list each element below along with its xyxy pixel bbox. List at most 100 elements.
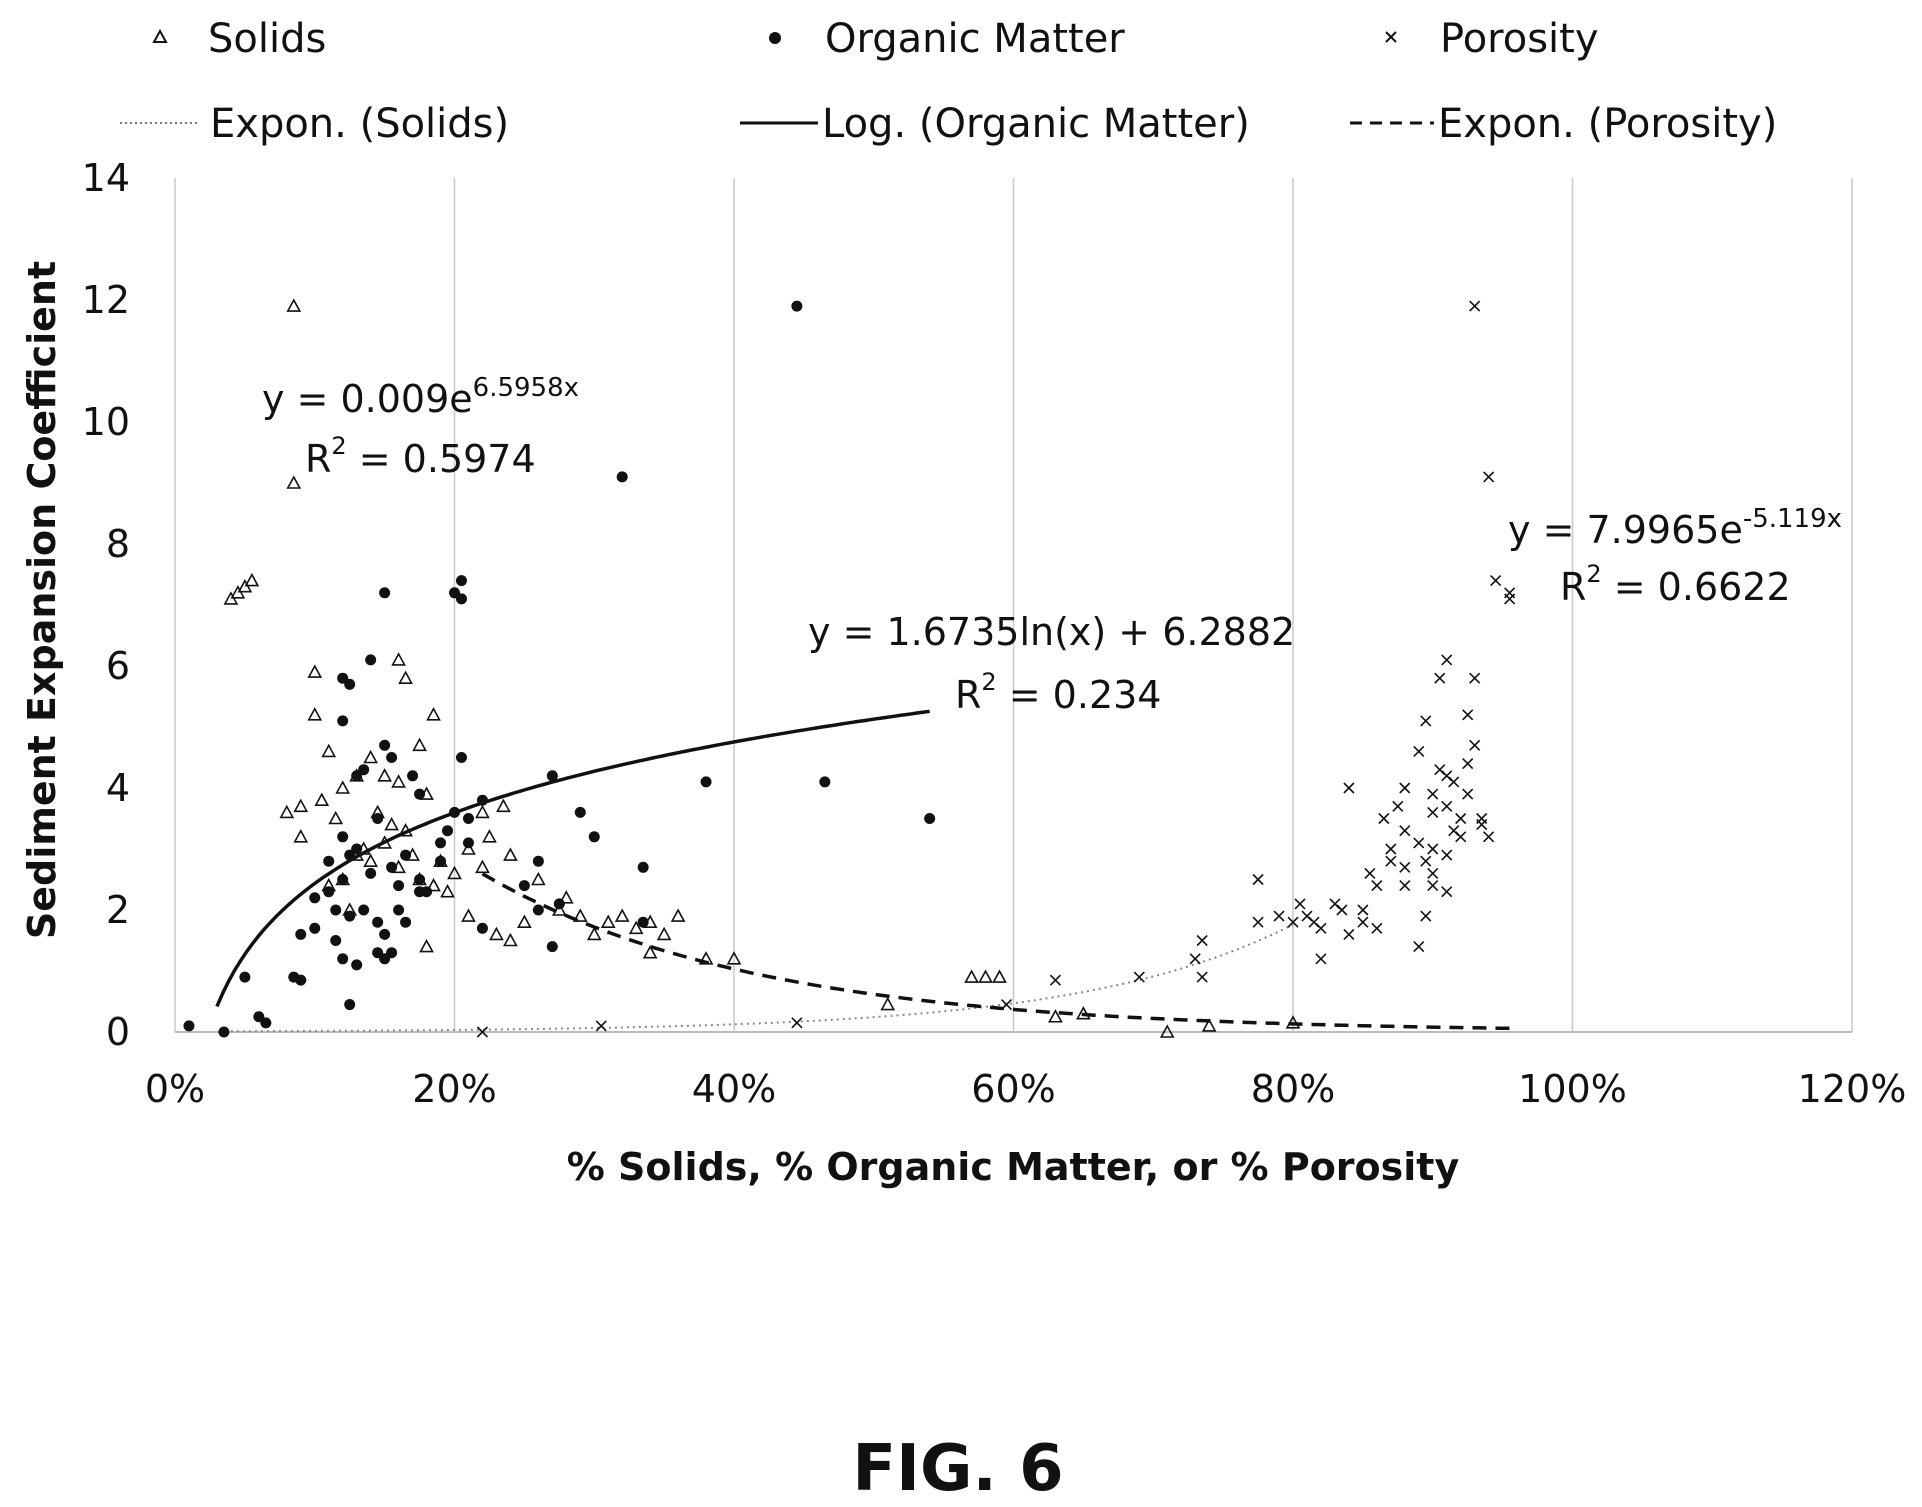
point-1-34 <box>386 861 398 873</box>
point-0-14 <box>377 768 392 782</box>
point-0-23 <box>384 816 399 831</box>
point-2-39 <box>1420 910 1432 922</box>
point-1-53 <box>295 928 307 940</box>
point-0-55 <box>656 926 672 941</box>
point-1-13 <box>546 770 558 782</box>
point-2-20 <box>1378 812 1390 825</box>
legend-label-solids: Solids <box>208 16 326 62</box>
svg-text:R2 = 0.6622: R2 = 0.6622 <box>1560 560 1791 609</box>
point-2-64 <box>1308 916 1320 928</box>
point-0-43 <box>551 902 567 916</box>
point-0-50 <box>600 914 616 928</box>
point-0-34 <box>447 865 462 880</box>
point-0-40 <box>475 859 490 874</box>
point-0-44 <box>572 908 588 922</box>
r2-organic-matter-label: R <box>955 673 981 717</box>
legend-item-log-organic-matter: Log. (Organic Matter) <box>740 101 1250 147</box>
legend-label-log-organic-matter: Log. (Organic Matter) <box>822 101 1250 147</box>
point-1-5 <box>455 593 467 605</box>
legend-item-expon-porosity: Expon. (Porosity) <box>1350 101 1777 147</box>
x-tick-label-0: 0% <box>145 1067 205 1111</box>
point-0-47 <box>489 926 504 941</box>
point-0-41 <box>531 871 546 886</box>
legend-dot-icon <box>769 32 781 44</box>
point-2-65 <box>1385 855 1397 867</box>
r2-organic-matter-superscript: 2 <box>981 668 996 696</box>
point-2-52 <box>1413 941 1425 953</box>
y-tick-label-3: 6 <box>106 644 130 688</box>
point-1-67 <box>218 1026 230 1038</box>
point-1-69 <box>518 880 530 892</box>
grid-lines <box>174 178 1853 1033</box>
point-1-28 <box>637 861 649 873</box>
y-tick-label-1: 2 <box>106 888 130 932</box>
x-tick-label-5: 100% <box>1518 1067 1627 1111</box>
point-1-36 <box>400 849 412 861</box>
point-1-33 <box>365 867 377 879</box>
point-2-9 <box>1462 709 1474 721</box>
point-2-11 <box>1413 745 1425 757</box>
svg-text:R2 = 0.234: R2 = 0.234 <box>955 668 1161 717</box>
point-0-58 <box>726 951 742 965</box>
point-2-21 <box>1427 806 1439 818</box>
point-1-74 <box>386 947 398 959</box>
point-1-51 <box>400 916 412 928</box>
y-tick-label-4: 8 <box>106 522 130 566</box>
point-2-63 <box>476 1026 489 1038</box>
point-0-10 <box>426 707 441 721</box>
point-2-54 <box>1252 873 1264 886</box>
point-0-51 <box>614 908 630 922</box>
point-2-42 <box>1336 904 1348 916</box>
point-1-66 <box>183 1020 195 1032</box>
point-2-68 <box>1476 819 1488 831</box>
point-1-30 <box>337 831 349 843</box>
equation-porosity: y = 7.9965e-5.119x R2 = 0.6622 <box>1508 504 1842 609</box>
point-2-27 <box>1413 837 1425 849</box>
point-2-53 <box>1315 953 1327 965</box>
point-2-57 <box>1196 971 1208 983</box>
point-1-26 <box>574 806 586 818</box>
point-1-9 <box>337 715 349 727</box>
equation-porosity-text: y = 7.9965e <box>1508 508 1743 552</box>
point-0-12 <box>412 737 427 752</box>
legend-label-porosity: Porosity <box>1440 16 1599 62</box>
point-1-1 <box>616 471 628 483</box>
point-0-13 <box>363 749 378 764</box>
point-0-59 <box>880 996 896 1011</box>
point-0-60 <box>964 969 979 983</box>
point-2-55 <box>1196 934 1208 947</box>
y-axis-title: Sediment Expansion Coefficient <box>20 261 64 939</box>
point-1-43 <box>323 886 335 898</box>
legend-item-organic-matter: Organic Matter <box>769 16 1125 62</box>
point-0-24 <box>398 823 413 837</box>
equation-solids-text: y = 0.009e <box>262 377 473 421</box>
x-tick-label-3: 60% <box>971 1067 1055 1111</box>
point-2-7 <box>1469 672 1481 684</box>
legend-item-porosity: Porosity <box>1385 16 1599 62</box>
point-2-10 <box>1469 739 1481 751</box>
point-1-52 <box>414 886 426 898</box>
point-1-39 <box>435 855 447 867</box>
point-1-11 <box>386 752 398 763</box>
x-tick-labels: 0% 20% 40% 60% 80% 100% 120% <box>145 1067 1906 1111</box>
r2-organic-matter-value: = 0.234 <box>997 673 1162 717</box>
point-2-8 <box>1420 715 1432 727</box>
point-2-1 <box>1483 471 1495 483</box>
point-1-63 <box>344 999 356 1011</box>
point-0-54 <box>670 908 686 922</box>
point-0-26 <box>293 829 309 843</box>
point-0-66 <box>1201 1018 1217 1032</box>
trendline-2 <box>481 872 1517 1031</box>
equation-solids: y = 0.009e6.5958x R2 = 0.5974 <box>262 373 579 481</box>
point-1-70 <box>532 904 544 916</box>
point-1-8 <box>344 678 356 690</box>
point-1-2 <box>379 587 391 599</box>
point-2-66 <box>1399 825 1411 837</box>
point-0-64 <box>1076 1006 1091 1020</box>
point-2-38 <box>1441 886 1453 898</box>
point-1-71 <box>546 941 558 953</box>
point-0-67 <box>1285 1015 1301 1029</box>
point-0-56 <box>642 945 658 959</box>
point-0-28 <box>377 835 392 849</box>
